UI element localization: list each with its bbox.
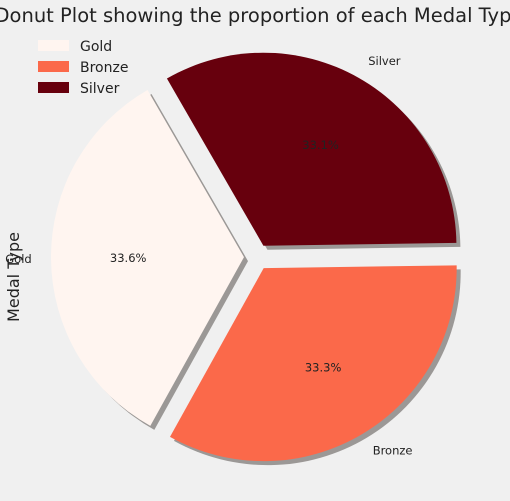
slice-percent-gold: 33.6% xyxy=(110,251,147,265)
legend-swatch-gold xyxy=(38,40,69,51)
chart-title: Donut Plot showing the proportion of eac… xyxy=(0,4,510,27)
slice-percent-silver: 33.1% xyxy=(302,138,339,152)
slice-label-silver: Silver xyxy=(368,54,401,68)
slice-bronze xyxy=(169,265,457,462)
slice-labels: Gold 33.6% Bronze 33.3% Silver 33.1% xyxy=(5,54,412,457)
legend: Gold Bronze Silver xyxy=(38,39,128,97)
legend-swatch-bronze xyxy=(38,61,69,72)
slice-percent-bronze: 33.3% xyxy=(305,361,342,375)
legend-label-gold: Gold xyxy=(80,39,112,55)
slice-silver xyxy=(166,52,457,246)
pie-slices xyxy=(51,52,457,462)
slice-gold xyxy=(51,89,245,426)
legend-label-silver: Silver xyxy=(80,81,120,97)
legend-label-bronze: Bronze xyxy=(80,60,128,76)
legend-swatch-silver xyxy=(38,82,69,93)
slice-label-bronze: Bronze xyxy=(373,443,413,457)
slice-label-gold: Gold xyxy=(5,252,31,266)
y-axis-label: Medal Type xyxy=(4,232,23,322)
